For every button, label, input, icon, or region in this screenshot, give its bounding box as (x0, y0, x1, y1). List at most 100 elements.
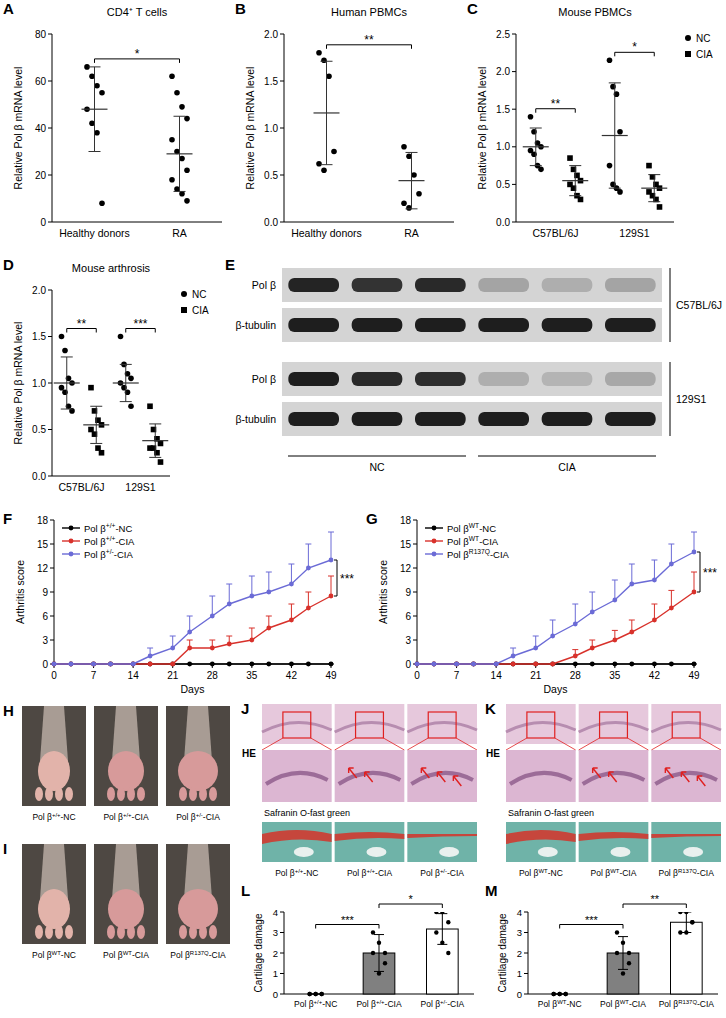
point (118, 334, 124, 340)
y-axis-label: Relative Pol β mRNA level (12, 322, 24, 445)
blot-band (478, 278, 529, 292)
safranin-image (407, 822, 477, 862)
blot-band (542, 278, 593, 292)
error-bar (609, 83, 621, 188)
text-part: -CIA (385, 999, 402, 1009)
photo (94, 844, 158, 944)
point (494, 662, 499, 667)
y-tick (413, 592, 417, 593)
text-part: -CIA (203, 812, 220, 822)
y-tick-label: 0.5 (264, 170, 278, 181)
row-label: Pol β (252, 279, 276, 291)
point (108, 662, 113, 667)
point (321, 168, 327, 174)
blot-band (352, 278, 403, 292)
photo-toe (107, 925, 115, 939)
error-cap (406, 208, 418, 209)
legend-label: Pol β+/--CIA (84, 548, 133, 560)
text-part: -CIA (132, 812, 149, 822)
y-tick-label: 80 (35, 29, 47, 40)
text-part: -CIA (447, 999, 464, 1009)
error-cap (226, 636, 232, 637)
significance-label: ** (551, 97, 561, 111)
error-cap (668, 590, 674, 591)
point (210, 614, 215, 619)
blot-band (542, 372, 593, 386)
x-tick-label: 21 (530, 670, 542, 681)
blot-strip (282, 362, 662, 396)
error-cap (691, 532, 697, 533)
point (563, 992, 567, 996)
zoom-box (600, 712, 628, 738)
x-tick-label: 35 (246, 670, 258, 681)
text-part: Pol β (591, 868, 611, 878)
series-line (417, 552, 694, 664)
point (69, 539, 74, 544)
error-stem (654, 175, 655, 202)
error-stem (66, 357, 67, 409)
error-bar (681, 912, 691, 933)
point (690, 920, 694, 924)
legend-label: NC (696, 33, 710, 44)
point (131, 662, 136, 667)
category-label: Healthy donors (59, 227, 130, 239)
error-stem (552, 620, 553, 636)
he-low (651, 704, 721, 744)
y-tick (413, 544, 417, 545)
photo-label: Pol β+/+-NC (32, 812, 75, 822)
text-part: -CIA (697, 868, 714, 878)
y-tick-label: 0.0 (496, 217, 510, 228)
y-tick-label: 3 (405, 635, 411, 646)
plot-area (54, 334, 169, 465)
point (131, 662, 136, 667)
plot-area (551, 912, 702, 996)
text-part: Pol β (347, 868, 367, 878)
point (612, 598, 617, 603)
plot-area (314, 50, 425, 211)
group-label: CIA (558, 461, 576, 473)
text-part: WT (52, 950, 62, 956)
y-tick-label: 1.0 (32, 378, 46, 389)
he-tissue (506, 722, 576, 732)
point (307, 992, 311, 996)
point (612, 662, 617, 667)
error-stem (96, 406, 97, 443)
error-bar (89, 67, 101, 152)
y-tick-label: 20 (35, 170, 47, 181)
panel-letter: E (225, 256, 235, 273)
y-tick-label: 0.5 (32, 424, 46, 435)
significance-label: * (409, 893, 414, 905)
text-part: +/- (440, 999, 447, 1005)
error-cap (328, 576, 334, 577)
point (94, 130, 100, 136)
y-tick-label: 2.5 (496, 29, 510, 40)
text-part: -NC (61, 812, 76, 822)
safranin-space (439, 847, 459, 857)
y-tick (48, 290, 52, 291)
text-part: Pol β (658, 868, 678, 878)
error-cap (572, 604, 578, 605)
plot-area (51, 532, 334, 666)
y-tick (512, 34, 516, 35)
x-tick-label: 42 (286, 670, 298, 681)
point (187, 646, 192, 651)
point (128, 376, 134, 382)
he-tissue (579, 722, 649, 732)
y-tick (48, 34, 52, 35)
zoom-line (407, 738, 428, 750)
image-label: Pol β+/--CIA (420, 868, 464, 878)
safranin-image (506, 822, 576, 862)
photo (22, 844, 86, 944)
photo-toe (45, 787, 53, 801)
text-part: Pol β (600, 999, 620, 1009)
photo-toe (209, 787, 217, 801)
point (550, 662, 555, 667)
blot-band (352, 318, 403, 332)
y-tick (48, 383, 52, 384)
error-cap (61, 409, 73, 410)
y-tick-label: 18 (400, 515, 412, 526)
point (62, 348, 68, 354)
error-stem (686, 912, 687, 933)
he-high (262, 750, 332, 802)
text-part: WT (557, 999, 567, 1005)
